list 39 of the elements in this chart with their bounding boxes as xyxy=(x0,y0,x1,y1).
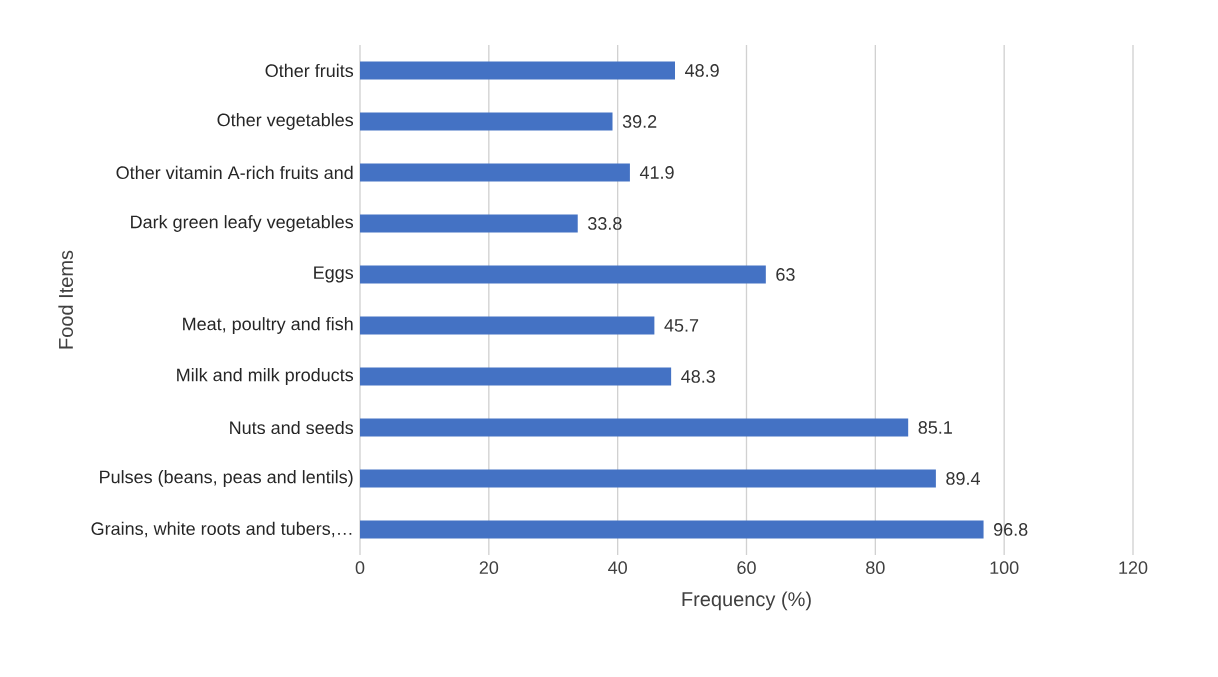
bar xyxy=(360,316,655,335)
x-tick-label: 60 xyxy=(737,561,756,574)
data-label: 48.9 xyxy=(685,64,719,77)
y-tick-label: Eggs xyxy=(314,266,354,283)
bar xyxy=(360,367,672,386)
y-tick-label: Milk and milk products xyxy=(177,368,354,385)
y-tick-label: Grains, white roots and tubers,… xyxy=(91,521,352,538)
data-label: 89.4 xyxy=(946,472,980,485)
y-tick-label: Nuts and seeds xyxy=(230,420,354,435)
y-tick-label: Other fruits xyxy=(265,63,354,78)
bar xyxy=(360,418,909,437)
bar xyxy=(360,520,984,539)
y-tick-label: Other vitamin A-rich fruits and xyxy=(116,165,353,180)
y-tick-label: Other vegetables xyxy=(217,113,354,130)
data-label: 48.3 xyxy=(681,370,715,383)
bar xyxy=(360,469,936,488)
data-label: 41.9 xyxy=(639,166,674,179)
x-tick-label: 0 xyxy=(355,561,365,574)
bar xyxy=(360,163,630,182)
y-tick-label: Pulses (beans, peas and lentils) xyxy=(100,470,353,487)
bar xyxy=(360,112,613,131)
bar xyxy=(360,265,766,284)
y-tick-label: Meat, poultry and fish xyxy=(183,317,353,334)
data-label: 39.2 xyxy=(622,115,657,128)
x-tick-label: 100 xyxy=(990,561,1019,574)
data-label: 63 xyxy=(776,268,795,281)
data-label: 33.8 xyxy=(588,217,622,230)
data-label: 96.8 xyxy=(993,523,1028,536)
x-tick-label: 80 xyxy=(866,561,885,574)
x-axis-title: Frequency (%) xyxy=(682,591,811,611)
x-tick-label: 20 xyxy=(479,561,499,574)
bar xyxy=(360,61,675,80)
x-tick-label: 40 xyxy=(608,561,627,574)
bar xyxy=(360,214,578,233)
x-tick-label: 120 xyxy=(1119,561,1148,574)
data-label: 85.1 xyxy=(918,421,952,434)
y-axis-title: Food Items xyxy=(58,250,74,349)
y-tick-label: Dark green leafy vegetables xyxy=(131,215,354,232)
data-label: 45.7 xyxy=(664,319,699,332)
